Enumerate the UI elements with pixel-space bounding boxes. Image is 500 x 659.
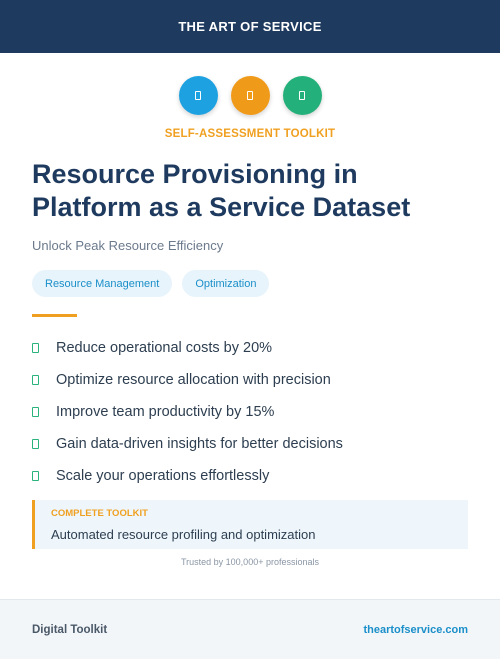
tag-optimization: Optimization — [182, 270, 270, 297]
icon-row — [0, 76, 500, 115]
website-link[interactable]: theartofservice.com — [363, 623, 468, 636]
callout-text: Automated resource profiling and optimiz… — [51, 527, 316, 542]
placeholder-glyph-icon — [195, 91, 201, 100]
toolkit-callout: COMPLETE TOOLKIT Automated resource prof… — [32, 500, 468, 549]
page-title: Resource Provisioning in Platform as a S… — [32, 159, 411, 222]
benefit-text: Gain data-driven insights for better dec… — [56, 436, 343, 452]
brand-name: THE ART OF SERVICE — [178, 19, 322, 34]
trusted-note: Trusted by 100,000+ professionals — [180, 557, 319, 567]
footer-bar: Digital Toolkit theartofservice.com — [0, 599, 500, 659]
check-icon — [32, 407, 39, 417]
placeholder-glyph-icon — [299, 91, 305, 100]
benefit-text: Reduce operational costs by 20% — [56, 340, 273, 356]
check-icon — [32, 439, 39, 449]
accent-divider — [32, 314, 77, 317]
benefit-item: Gain data-driven insights for better dec… — [32, 428, 343, 460]
orange-circle-icon — [230, 76, 270, 115]
check-icon — [32, 471, 39, 481]
header-bar: THE ART OF SERVICE — [0, 0, 500, 53]
tag-resource-management: Resource Management — [32, 270, 173, 297]
benefit-list: Reduce operational costs by 20% Optimize… — [32, 332, 343, 492]
footer-label: Digital Toolkit — [32, 623, 108, 636]
benefit-item: Scale your operations effortlessly — [32, 460, 343, 492]
benefit-text: Optimize resource allocation with precis… — [56, 372, 331, 388]
check-icon — [32, 343, 39, 353]
tag-list: Resource Management Optimization — [32, 270, 270, 297]
green-circle-icon — [282, 76, 322, 115]
page-subtitle: Unlock Peak Resource Efficiency — [32, 238, 224, 253]
placeholder-glyph-icon — [247, 91, 253, 100]
benefit-item: Optimize resource allocation with precis… — [32, 364, 343, 396]
blue-circle-icon — [178, 76, 218, 115]
toolkit-kicker: SELF-ASSESSMENT TOOLKIT — [164, 128, 336, 140]
benefit-text: Improve team productivity by 15% — [56, 404, 275, 420]
callout-label: COMPLETE TOOLKIT — [51, 508, 148, 519]
benefit-item: Improve team productivity by 15% — [32, 396, 343, 428]
check-icon — [32, 375, 39, 385]
benefit-text: Scale your operations effortlessly — [56, 468, 270, 484]
benefit-item: Reduce operational costs by 20% — [32, 332, 343, 364]
